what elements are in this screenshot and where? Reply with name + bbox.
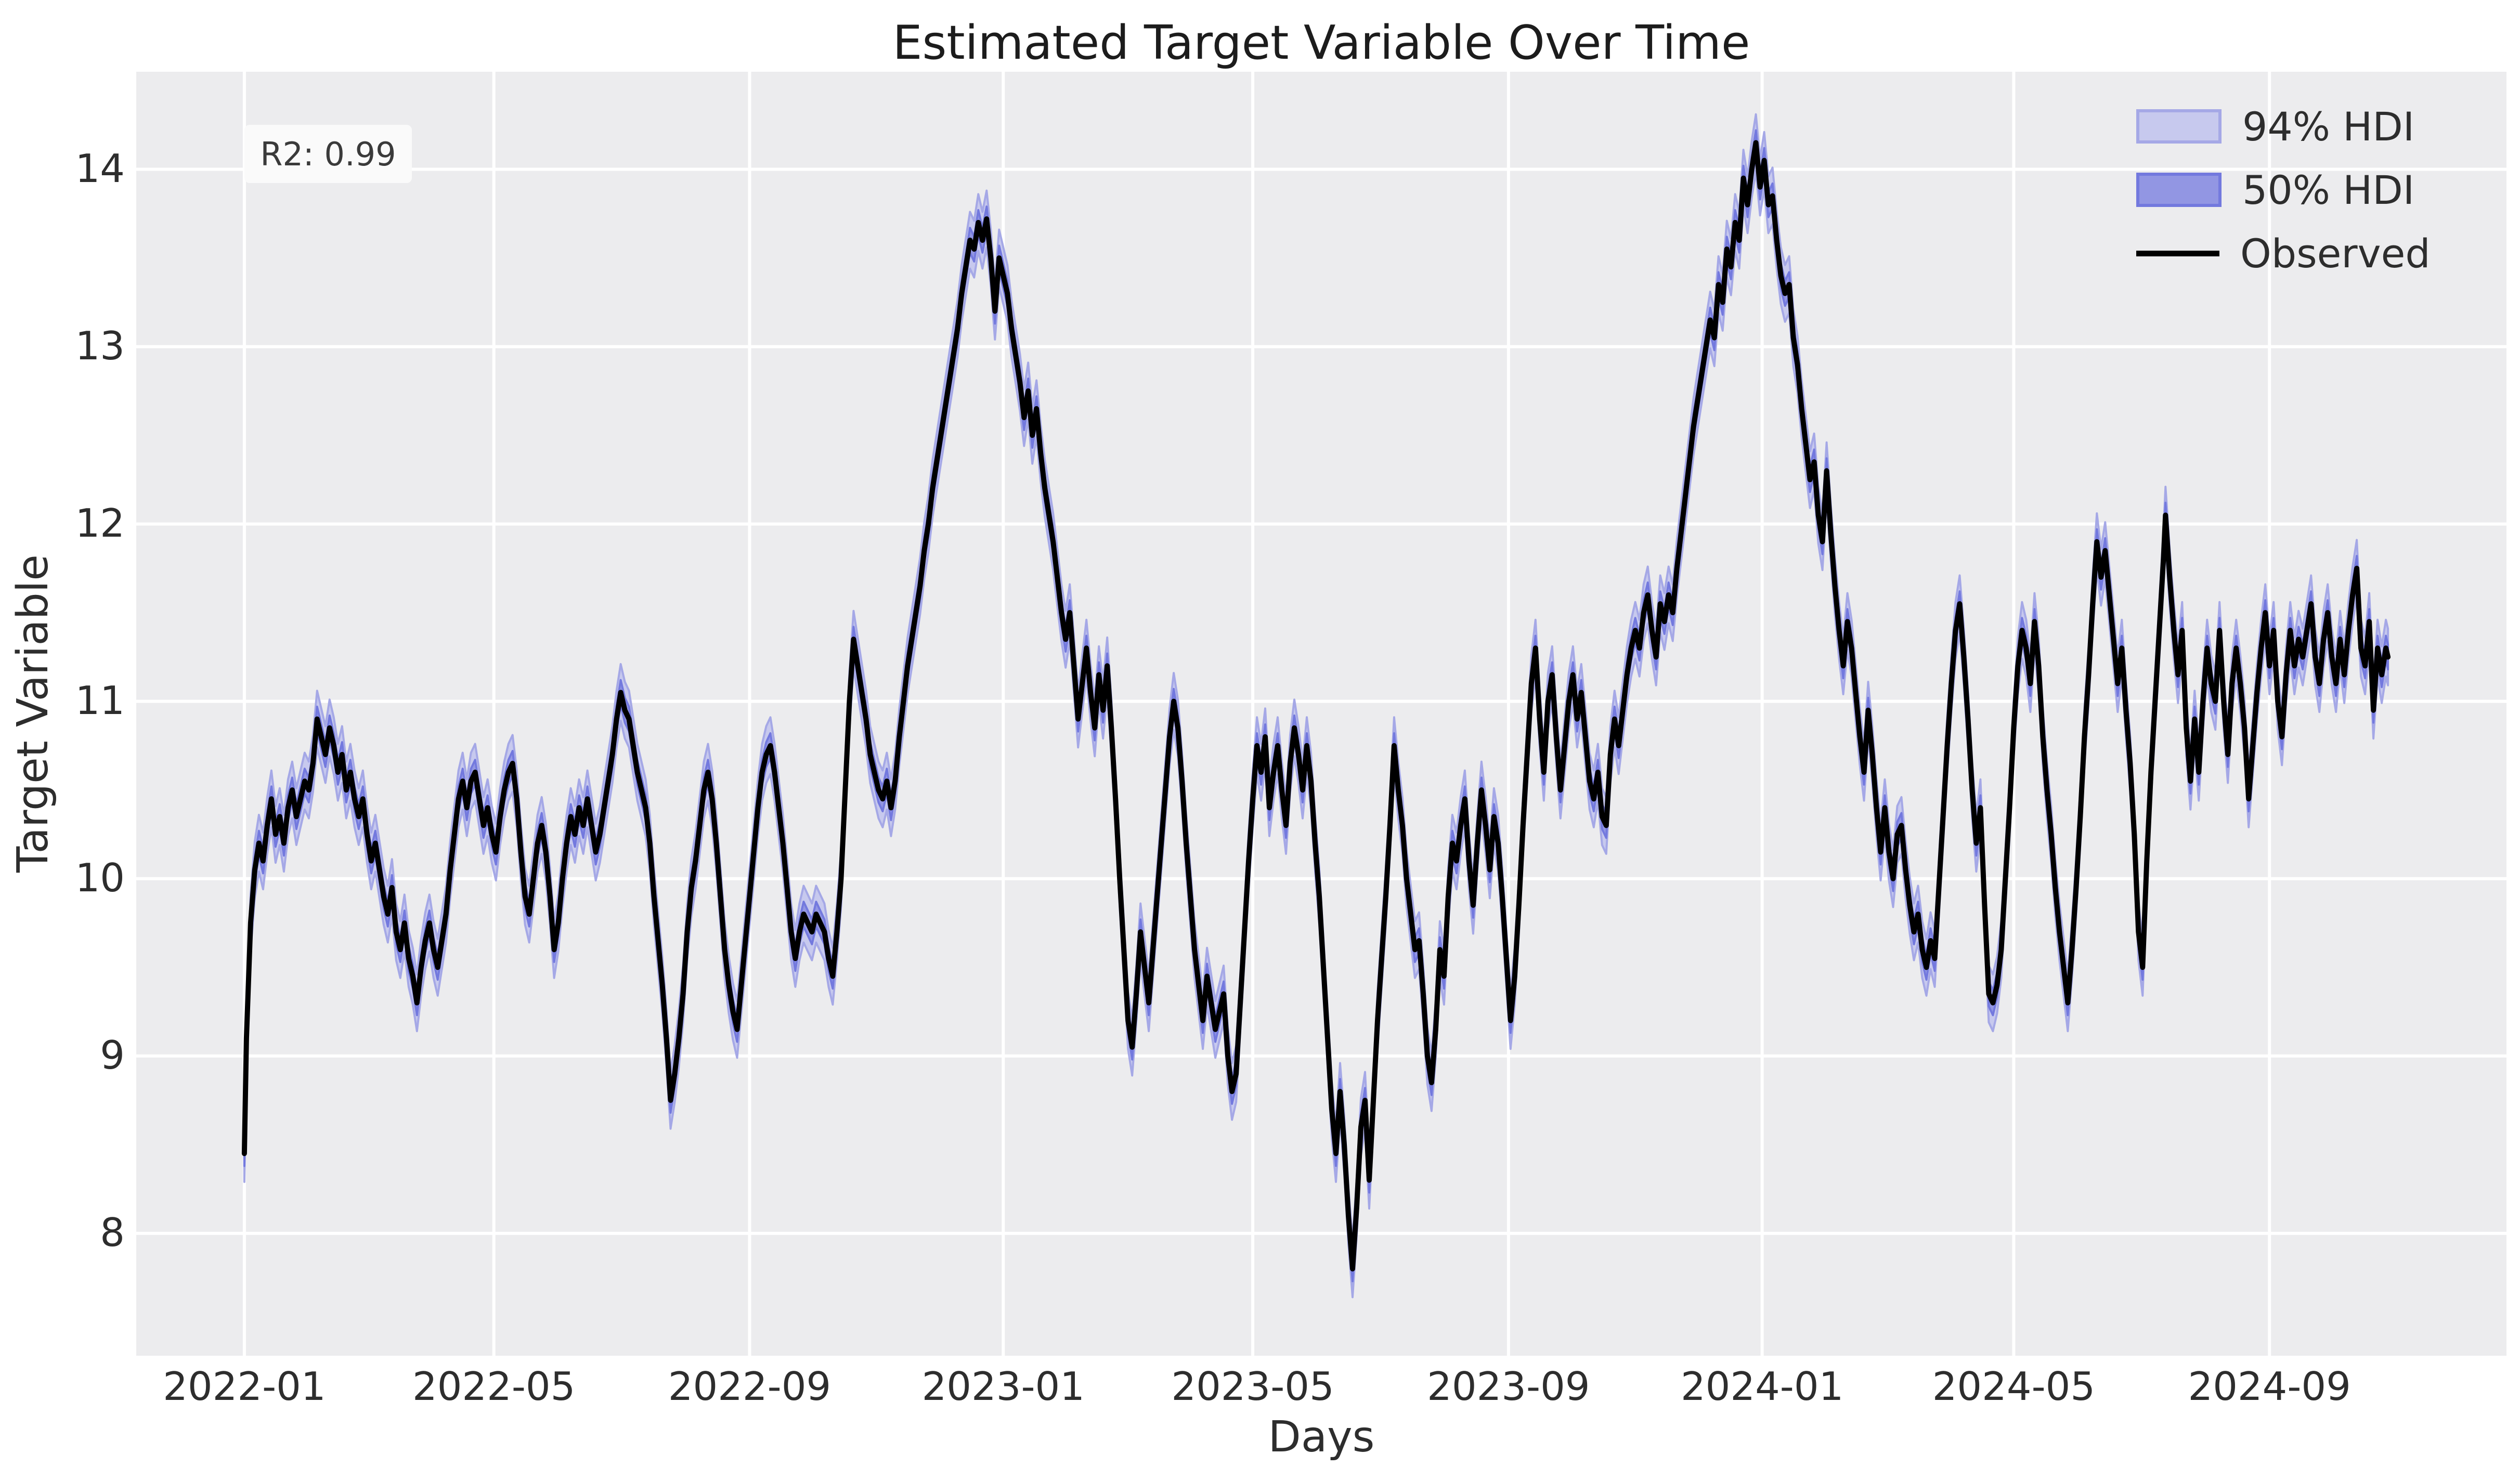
plot-svg	[136, 72, 2506, 1356]
legend-label-observed: Observed	[2240, 230, 2431, 277]
x-tick-label: 2022-01	[163, 1364, 326, 1409]
y-tick-label: 10	[75, 854, 125, 901]
x-tick-label: 2022-09	[668, 1364, 832, 1409]
series-group	[241, 113, 2391, 1299]
r2-annotation-text: R2: 0.99	[260, 135, 396, 173]
x-tick-label: 2023-05	[1171, 1364, 1334, 1409]
x-tick-label: 2024-09	[2188, 1364, 2351, 1409]
y-tick-label: 13	[75, 322, 125, 369]
y-tick-label: 11	[75, 677, 125, 723]
y-tick-label: 14	[75, 145, 125, 191]
y-tick-label: 9	[100, 1032, 125, 1078]
hdi50-swatch	[2136, 173, 2222, 207]
legend-label-hdi94: 94% HDI	[2242, 103, 2415, 150]
y-tick-label: 8	[100, 1209, 125, 1255]
r2-annotation: R2: 0.99	[244, 125, 412, 183]
legend: 94% HDI 50% HDI Observed	[2136, 95, 2431, 285]
y-tick-label: 12	[75, 500, 125, 546]
legend-row-hdi94: 94% HDI	[2136, 95, 2431, 158]
x-tick-label: 2023-09	[1427, 1364, 1590, 1409]
x-tick-label: 2022-05	[412, 1364, 576, 1409]
legend-label-hdi50: 50% HDI	[2242, 166, 2415, 213]
x-tick-label: 2023-01	[921, 1364, 1085, 1409]
page-title: Estimated Target Variable Over Time	[892, 16, 1750, 70]
x-axis-label: Days	[1268, 1412, 1375, 1462]
y-axis-label: Target Variable	[8, 554, 58, 873]
x-tick-label: 2024-05	[1932, 1364, 2096, 1409]
observed-line-swatch	[2136, 250, 2219, 256]
legend-row-observed: Observed	[2136, 222, 2431, 285]
x-tick-label: 2024-01	[1680, 1364, 1844, 1409]
legend-row-hdi50: 50% HDI	[2136, 158, 2431, 222]
hdi94-swatch	[2136, 109, 2222, 144]
plot-area	[136, 72, 2506, 1356]
